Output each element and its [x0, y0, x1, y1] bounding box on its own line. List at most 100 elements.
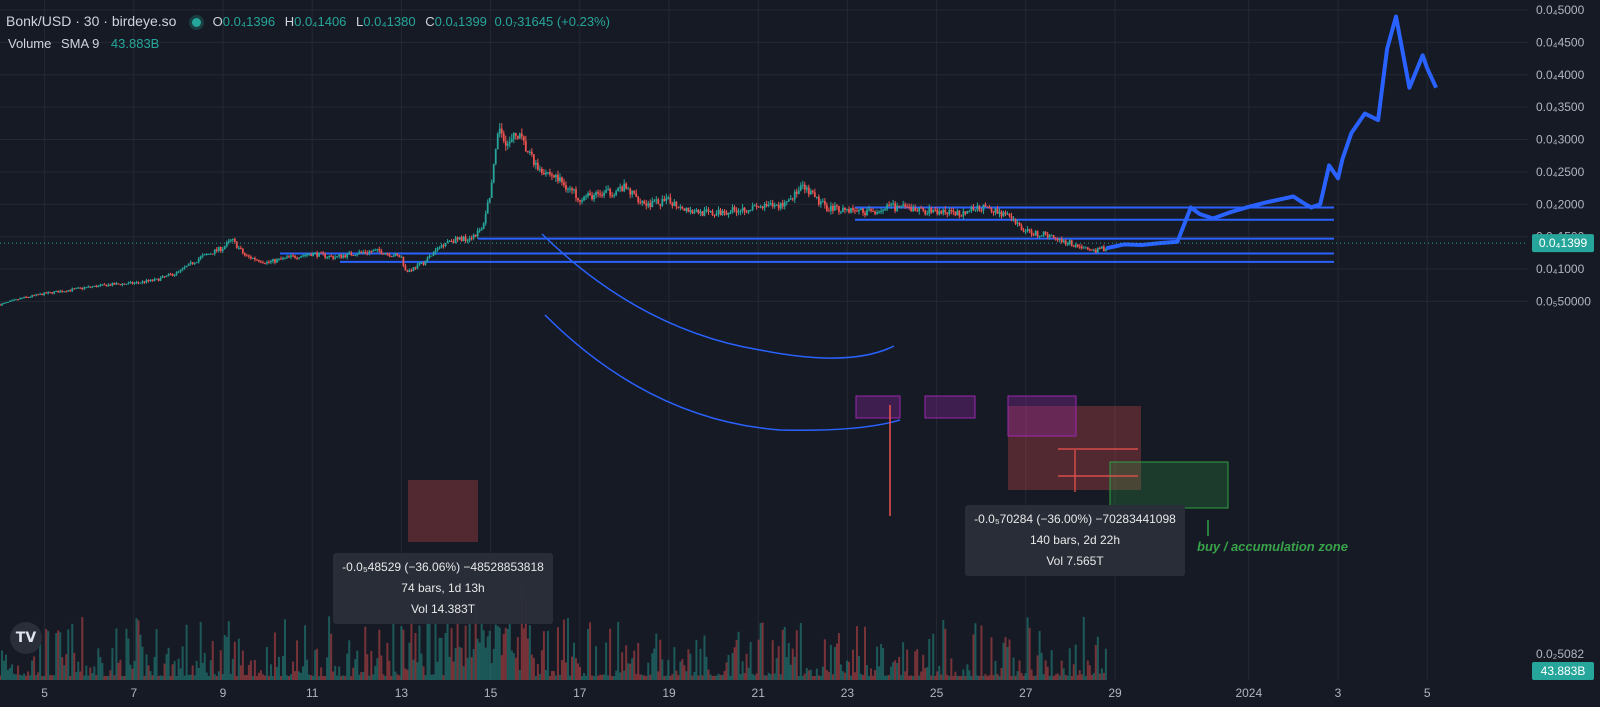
- candle-body: [211, 253, 214, 255]
- candle-body: [974, 209, 977, 211]
- volume-bar: [436, 661, 439, 680]
- y-tick-label: 0.0₄2500: [1536, 165, 1585, 179]
- candle-body: [1090, 249, 1093, 251]
- volume-bar: [25, 675, 28, 680]
- candle-body: [324, 253, 327, 258]
- volume-bar: [874, 670, 877, 680]
- candle-body: [864, 212, 866, 216]
- candle-body: [314, 252, 316, 254]
- candle-body: [627, 188, 630, 190]
- candle-body: [115, 283, 118, 285]
- candle-body: [382, 253, 385, 255]
- volume-bar: [504, 627, 507, 680]
- volume-bar: [259, 670, 262, 680]
- candle-body: [189, 262, 192, 264]
- candle-body: [7, 301, 9, 303]
- volume-bar: [257, 672, 260, 680]
- candle-body: [380, 250, 383, 254]
- candle-body: [496, 133, 499, 150]
- candle-body: [773, 204, 776, 207]
- candle-body: [1048, 235, 1051, 238]
- candle-body: [930, 207, 933, 213]
- candle-body: [522, 136, 525, 141]
- candle-body: [1052, 235, 1055, 239]
- candle-body: [878, 211, 880, 213]
- candle-body: [960, 215, 963, 217]
- candle-body: [856, 210, 858, 212]
- candle-body: [982, 204, 985, 211]
- volume-bar: [878, 666, 881, 680]
- volume-bar: [1068, 648, 1071, 680]
- candle-body: [410, 270, 413, 272]
- candle-body: [73, 288, 76, 290]
- volume-bar: [735, 639, 738, 680]
- volume-bar: [1044, 660, 1047, 680]
- candle-body: [984, 204, 987, 207]
- volume-bar: [288, 675, 291, 680]
- tradingview-logo-icon[interactable]: TV: [10, 622, 42, 654]
- candle-body: [908, 207, 911, 209]
- volume-bar: [484, 647, 487, 680]
- volume-bar: [322, 675, 325, 680]
- volume-bar: [386, 642, 389, 680]
- candle-body: [468, 237, 471, 241]
- candle-body: [751, 205, 754, 210]
- volume-bar: [462, 666, 465, 680]
- candle-body: [13, 299, 15, 301]
- volume-bar: [647, 662, 650, 680]
- volume-bar: [213, 674, 216, 680]
- volume-bar: [67, 629, 70, 680]
- volume-bar: [466, 657, 469, 680]
- volume-bar: [360, 671, 363, 680]
- candle-body: [384, 253, 387, 255]
- x-tick-label: 17: [573, 686, 587, 700]
- volume-bar: [440, 637, 443, 680]
- volume-bar: [741, 661, 744, 680]
- candle-body: [683, 208, 686, 211]
- volume-bar: [59, 632, 62, 680]
- candle-body: [910, 207, 913, 212]
- volume-bar: [454, 648, 457, 680]
- candle-body: [793, 191, 796, 200]
- candle-body: [1024, 231, 1027, 233]
- volume-bar: [424, 675, 427, 680]
- volume-label[interactable]: Volume: [8, 36, 52, 51]
- candle-body: [520, 133, 523, 137]
- candle-body: [631, 190, 634, 195]
- symbol-title[interactable]: Bonk/USD · 30 · birdeye.so: [6, 13, 177, 29]
- candle-body: [376, 248, 379, 250]
- volume-bar: [121, 675, 124, 680]
- volume-bar: [968, 670, 971, 680]
- volume-bar: [1, 650, 4, 680]
- candle-body: [418, 262, 421, 265]
- candle-body: [1066, 243, 1069, 245]
- candle-body: [1054, 238, 1057, 240]
- candle-body: [266, 261, 268, 264]
- volume-bar: [111, 648, 114, 680]
- candle-body: [731, 207, 734, 213]
- candle-body: [551, 174, 553, 176]
- candle-body: [23, 296, 25, 299]
- volume-bar: [1022, 675, 1025, 680]
- candle-body: [17, 299, 19, 301]
- candle-body: [388, 253, 391, 256]
- candle-body: [890, 204, 893, 206]
- candle-body: [306, 254, 308, 256]
- volume-bar: [205, 672, 208, 680]
- candle-body: [1038, 235, 1041, 237]
- volume-bar: [747, 667, 750, 680]
- candle-body: [233, 238, 236, 242]
- volume-bar: [273, 632, 276, 680]
- candle-body: [404, 265, 407, 271]
- candle-body: [372, 250, 375, 252]
- volume-bar: [1028, 627, 1031, 680]
- candle-body: [97, 285, 100, 288]
- candle-body: [799, 185, 802, 191]
- volume-bar: [817, 675, 820, 680]
- volume-value: 43.883B: [110, 36, 160, 51]
- volume-bar: [687, 649, 690, 680]
- volume-bar: [681, 659, 684, 680]
- market-open-dot: [192, 18, 202, 28]
- volume-bar: [990, 637, 993, 680]
